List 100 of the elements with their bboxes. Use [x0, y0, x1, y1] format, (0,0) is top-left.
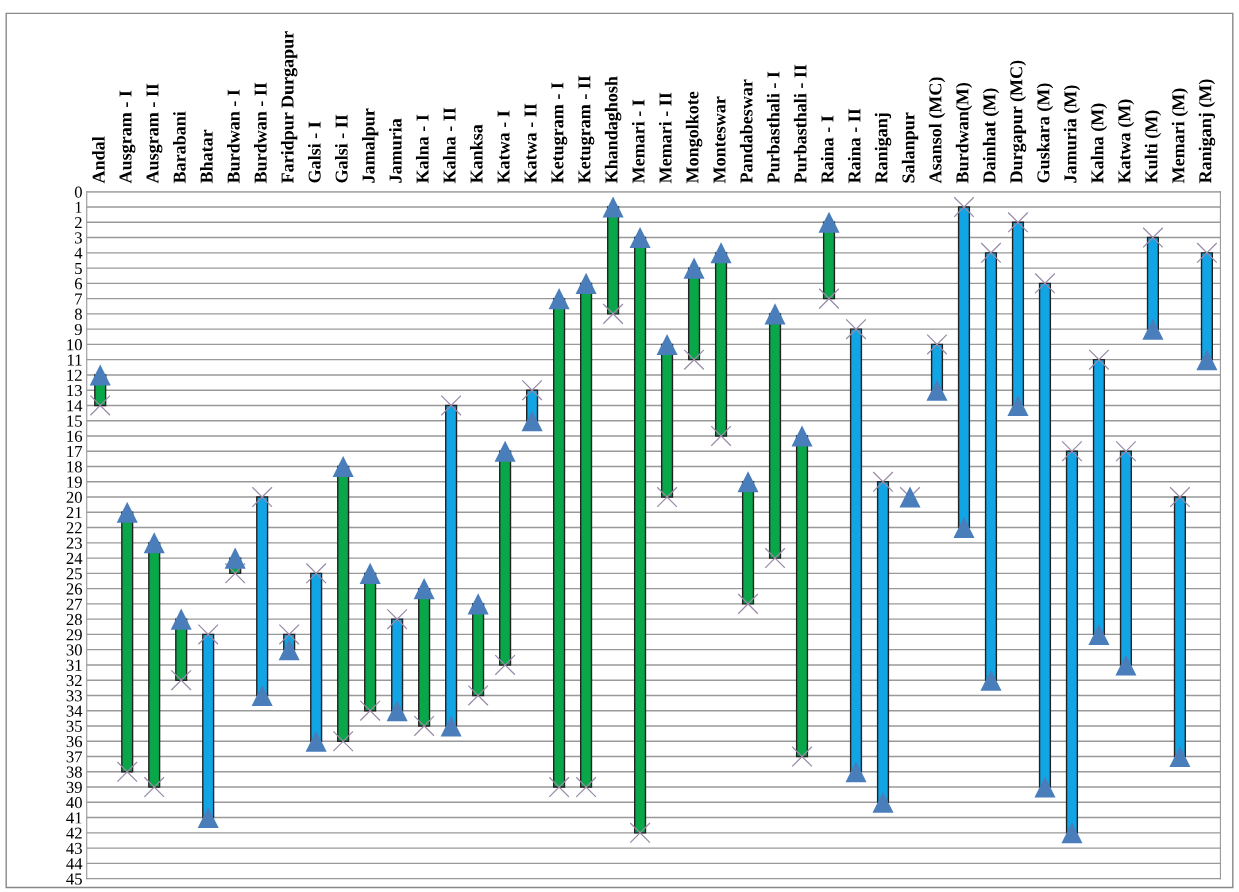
point	[386, 700, 408, 722]
point	[791, 425, 813, 447]
x-tick-label: Katwa (M)	[1117, 99, 1135, 184]
point	[737, 471, 759, 493]
bar	[499, 450, 512, 666]
x-tick-label: Monteswar	[713, 96, 726, 184]
x-tick-label: Mongolkote	[685, 91, 703, 184]
y-tick-label: 23	[66, 537, 82, 549]
point	[224, 547, 246, 569]
y-tick-label: 28	[66, 613, 82, 626]
y-tick-label: 29	[66, 629, 82, 641]
y-tick-label: 33	[66, 690, 82, 702]
x-tick-label: Memari - II	[658, 92, 672, 184]
point	[845, 761, 867, 783]
point	[1034, 272, 1056, 294]
x-tick-label: Ketugram - II	[578, 75, 595, 184]
x-tick-label: Ketugram - I	[551, 82, 568, 184]
point	[683, 257, 705, 279]
y-tick-label: 15	[67, 415, 82, 427]
point	[764, 303, 786, 325]
bar	[256, 496, 269, 697]
y-tick-label: 9	[74, 323, 82, 336]
bar	[1038, 282, 1052, 788]
x-tick-label: Raina - II	[847, 108, 861, 184]
x-tick-label: Pandabeswar	[739, 79, 753, 184]
point	[467, 593, 489, 615]
bar	[1092, 358, 1106, 636]
point	[980, 669, 1002, 691]
y-tick-label: 11	[67, 354, 82, 366]
y-tick-label: 38	[66, 766, 82, 778]
x-tick-label: Kanksa	[469, 124, 483, 184]
x-tick-label: Kulti (M)	[1144, 110, 1162, 184]
y-tick-label: 5	[75, 262, 82, 275]
x-tick-label: Faridpur Durgapur	[280, 31, 298, 184]
y-tick-label: 32	[66, 674, 82, 687]
point	[791, 746, 813, 767]
x-tick-label: Jamuria	[388, 118, 402, 183]
point	[305, 562, 327, 584]
point	[278, 639, 300, 661]
bar	[1065, 450, 1079, 834]
y-tick-label: 2	[74, 217, 82, 229]
x-tick-label: Kalna - I	[415, 114, 429, 184]
point	[197, 807, 219, 829]
point	[413, 715, 435, 737]
y-tick-label: 37	[66, 751, 83, 763]
x-tick-label: Galsi - I	[307, 121, 321, 183]
point	[845, 318, 867, 340]
x-tick-label: Galsi - II	[334, 114, 348, 183]
y-tick-label: 31	[66, 659, 82, 671]
point	[1169, 486, 1191, 508]
bar	[310, 572, 323, 742]
point	[197, 623, 219, 645]
point	[332, 730, 354, 752]
point	[602, 196, 624, 218]
y-tick-label: 44	[66, 858, 83, 870]
x-tick-label: Purbasthali - II	[793, 64, 807, 184]
point	[575, 776, 597, 798]
point	[683, 349, 705, 371]
bar	[633, 236, 647, 834]
point	[1034, 776, 1056, 798]
bar	[714, 252, 728, 437]
point	[548, 288, 570, 310]
y-tick-label: 8	[74, 308, 82, 320]
bar	[445, 404, 458, 727]
x-tick-label: Guskara (M)	[1036, 83, 1054, 183]
point	[170, 608, 192, 630]
point	[278, 623, 300, 645]
y-tick-label: 43	[66, 842, 82, 855]
bar	[795, 435, 809, 758]
point	[629, 227, 651, 249]
y-tick-label: 39	[66, 781, 82, 793]
point	[116, 761, 138, 783]
point	[1088, 623, 1110, 645]
x-tick-label: Andal	[92, 136, 105, 184]
bar	[1173, 496, 1187, 758]
y-tick-label: 3	[75, 232, 82, 244]
point	[89, 395, 111, 416]
bar	[1119, 450, 1133, 666]
point	[980, 242, 1002, 264]
point	[251, 684, 273, 706]
point	[1142, 318, 1164, 340]
y-tick-label: 34	[66, 705, 83, 717]
point	[1007, 394, 1029, 416]
point	[1061, 822, 1083, 844]
x-tick-label: Katwa - I	[497, 110, 510, 184]
point	[143, 532, 165, 554]
point	[953, 196, 975, 218]
y-tick-label: 16	[67, 430, 83, 442]
point	[710, 425, 732, 447]
y-tick-label: 14	[67, 400, 83, 412]
y-tick-label: 1	[75, 201, 82, 213]
y-tick-label: 0	[74, 186, 82, 198]
x-tick-label: Memari - I	[631, 99, 645, 184]
point	[170, 669, 192, 691]
point	[521, 379, 543, 401]
x-tick-label: Barabani	[173, 111, 186, 184]
x-tick-label: Katwa - II	[524, 103, 537, 184]
bar	[579, 282, 593, 788]
y-tick-label: 18	[67, 461, 82, 473]
point	[1169, 745, 1191, 768]
